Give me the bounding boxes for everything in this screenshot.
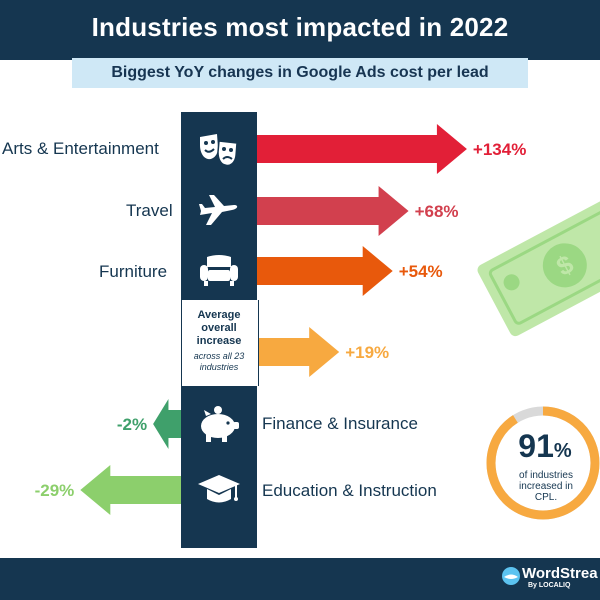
bar-finance-insurance — [153, 399, 181, 449]
subtitle-prefix: Biggest YoY changes in Google Ads — [111, 64, 390, 81]
stat-unit: % — [553, 440, 572, 462]
dollar-bill-illustration: $ — [466, 200, 600, 350]
piggy-bank-icon — [196, 404, 240, 444]
value-label-travel: +68% — [415, 202, 459, 221]
average-note: across all 23 industries — [193, 351, 245, 372]
category-label-arts-entertainment: Arts & Entertainment — [2, 139, 159, 158]
airplane-icon — [198, 193, 240, 227]
average-box — [181, 300, 259, 386]
footer-bar — [0, 558, 600, 600]
category-label-furniture: Furniture — [99, 262, 168, 281]
bar-education-instruction — [80, 465, 181, 515]
graduation-cap-icon — [196, 472, 242, 508]
category-label-finance-insurance: Finance & Insurance — [262, 414, 418, 433]
category-label-travel: Travel — [126, 201, 173, 220]
value-label-furniture: +54% — [399, 262, 443, 281]
subtitle-emphasis: cost per lead — [389, 64, 489, 81]
stat-description: of industries increased in CPL. — [519, 470, 573, 503]
value-label-finance-insurance: -2% — [117, 415, 147, 434]
header-bar — [0, 0, 600, 60]
bar-arts-entertainment — [257, 124, 467, 174]
chart-title: Industries most impacted in 2022 — [91, 12, 509, 42]
category-label-education-instruction: Education & Instruction — [262, 481, 437, 500]
value-label-average: +19% — [345, 343, 389, 362]
armchair-icon — [198, 253, 240, 289]
brand-name: WordStrea — [522, 565, 598, 582]
bar-furniture — [257, 246, 393, 296]
bar-travel — [257, 186, 409, 236]
value-label-arts-entertainment: +134% — [473, 140, 526, 159]
chart-subtitle: Biggest YoY changes in Google Ads cost p… — [72, 64, 528, 82]
stat-ring — [486, 401, 600, 525]
value-label-education-instruction: -29% — [35, 481, 75, 500]
brand-sub: By LOCALIQ — [528, 582, 571, 589]
stat-number: 91 — [518, 428, 554, 464]
subtitle-banner — [72, 58, 528, 88]
theater-masks-icon — [197, 131, 241, 169]
wordstream-logo-icon — [501, 566, 521, 586]
average-title: Average overall increase — [196, 309, 242, 347]
stat-value: 91% — [489, 428, 600, 465]
bar-average — [257, 327, 340, 377]
